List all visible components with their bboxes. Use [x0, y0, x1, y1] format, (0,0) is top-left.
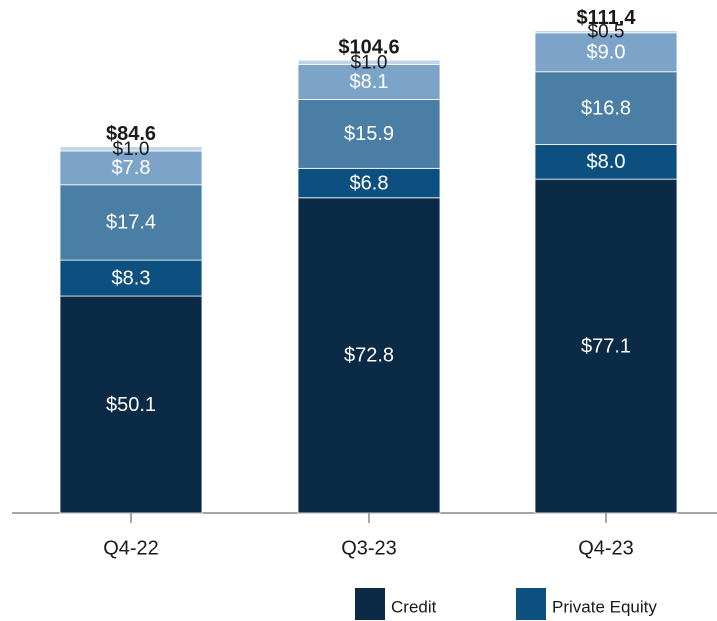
legend-label: Private Equity	[552, 597, 657, 616]
bar-segment	[297, 197, 441, 514]
value-label: $16.8	[581, 97, 631, 119]
total-label: $111.4	[577, 7, 637, 29]
bar-segment	[534, 32, 678, 73]
bar-segment	[59, 150, 203, 186]
value-label: $9.0	[587, 42, 626, 64]
total-label: $104.6	[338, 36, 399, 58]
value-label: $8.1	[350, 71, 389, 93]
value-label: $1.0	[113, 139, 150, 160]
x-tick-label: Q3-23	[341, 537, 397, 559]
value-label: $8.0	[587, 151, 626, 173]
bar-segment	[59, 184, 203, 261]
x-tick-label: Q4-22	[103, 537, 159, 559]
bar-segment	[534, 178, 678, 514]
bar-segment	[297, 59, 441, 65]
bar-segment	[297, 99, 441, 169]
value-label: $6.8	[350, 172, 389, 194]
value-label: $72.8	[344, 345, 394, 367]
legend-swatch	[355, 588, 385, 620]
value-label: $8.3	[112, 267, 151, 289]
legend-swatch	[516, 588, 546, 620]
value-label: $50.1	[106, 394, 156, 416]
value-label: $15.9	[344, 123, 394, 145]
bar-segment	[534, 144, 678, 180]
bar-segment	[59, 146, 203, 152]
bar-segment	[59, 259, 203, 297]
value-label: $7.8	[112, 157, 151, 179]
bar-segment	[297, 64, 441, 100]
value-label: $0.5	[588, 22, 625, 43]
bar-segment	[297, 167, 441, 199]
value-label: $17.4	[106, 212, 156, 234]
legend-label: Credit	[391, 597, 437, 616]
bar-segment	[534, 30, 678, 34]
value-label: $1.0	[351, 52, 388, 73]
x-tick-label: Q4-23	[578, 537, 634, 559]
value-label: $77.1	[581, 335, 631, 357]
total-label: $84.6	[106, 123, 156, 145]
bar-segment	[534, 71, 678, 145]
